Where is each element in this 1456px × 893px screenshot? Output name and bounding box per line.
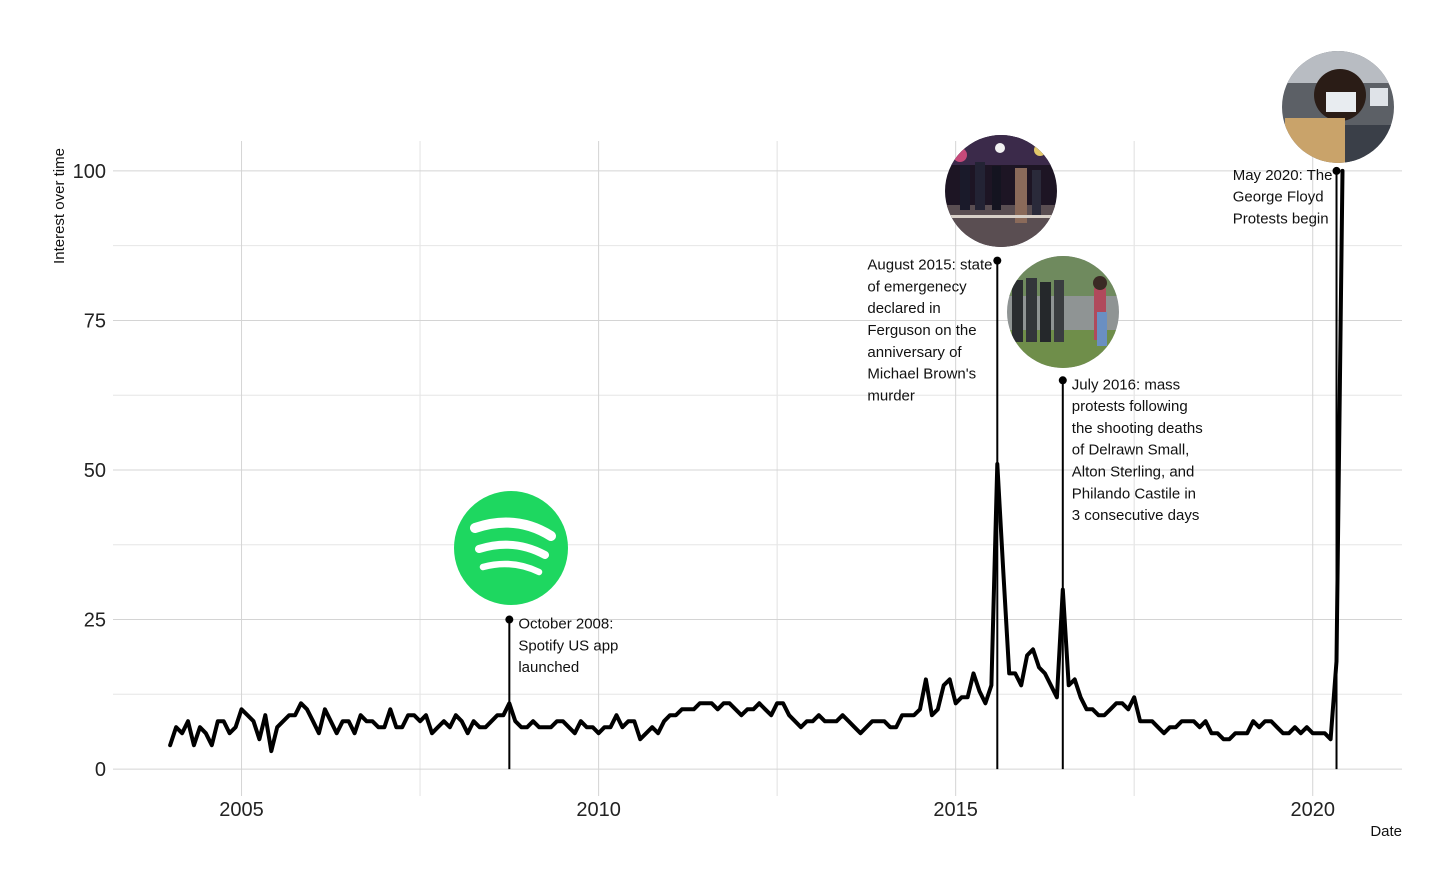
annotation-marker xyxy=(993,256,1002,265)
y-axis-title: Interest over time xyxy=(51,148,68,264)
annotation-label: July 2016: mass protests following the sho… xyxy=(1072,376,1203,524)
spotify-logo xyxy=(454,491,568,605)
x-axis-ticks: 2005 2010 2015 2020 xyxy=(219,799,1335,821)
y-tick-label: 25 xyxy=(84,610,106,632)
y-tick-label: 100 xyxy=(73,161,106,183)
george-floyd-protest-photo xyxy=(1282,51,1394,163)
x-axis-title: Date xyxy=(1370,823,1402,840)
grid-lines xyxy=(113,141,1402,796)
x-tick-label: 2010 xyxy=(576,799,621,821)
y-axis-ticks: 0 25 50 75 100 xyxy=(73,161,106,781)
annotation-marker xyxy=(1332,166,1341,175)
y-tick-label: 50 xyxy=(84,460,106,482)
annotation-label: May 2020: The George Floyd Protests begin xyxy=(1233,167,1333,228)
x-tick-label: 2005 xyxy=(219,799,264,821)
annotation-label: August 2015: state of emergenecy declared … xyxy=(867,257,992,405)
annotation-labels: October 2008: Spotify US app launched Augus… xyxy=(518,167,1332,676)
annotation-markers xyxy=(505,166,1341,624)
y-tick-label: 0 xyxy=(95,759,106,781)
baton-rouge-protest-photo xyxy=(1007,256,1119,368)
y-tick-label: 75 xyxy=(84,310,106,332)
annotation-label: October 2008: Spotify US app launched xyxy=(518,616,618,677)
annotation-marker xyxy=(505,615,514,624)
annotation-stems xyxy=(508,170,1338,770)
annotation-marker xyxy=(1058,376,1067,385)
ferguson-protest-photo xyxy=(945,135,1057,247)
x-tick-label: 2020 xyxy=(1290,799,1335,821)
series-line xyxy=(168,168,1345,754)
x-tick-label: 2015 xyxy=(933,799,978,821)
